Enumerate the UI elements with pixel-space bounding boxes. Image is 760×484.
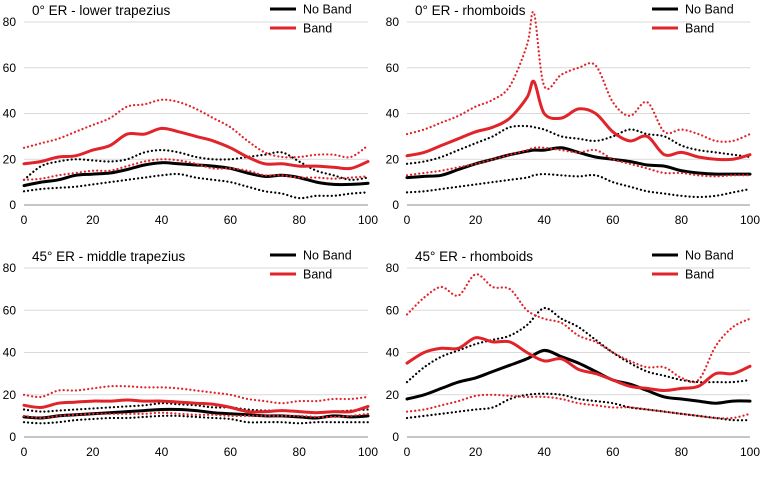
legend-label-no-band: No Band <box>303 3 352 17</box>
y-tick-label: 0 <box>392 430 399 444</box>
legend-label-no-band: No Band <box>685 3 734 17</box>
y-tick-label: 60 <box>3 303 17 317</box>
series-line-no_band-lower <box>405 173 752 199</box>
x-tick-label: 20 <box>86 445 100 459</box>
series-line-no_band-mean <box>405 348 752 405</box>
y-tick-label: 80 <box>386 261 400 275</box>
x-tick-label: 80 <box>675 213 689 227</box>
series-line-no_band-lower <box>22 414 370 425</box>
series-line-no_band-upper <box>22 402 370 414</box>
x-tick-label: 0 <box>404 445 411 459</box>
x-tick-label: 80 <box>675 445 689 459</box>
x-tick-label: 20 <box>86 213 100 227</box>
chart-panel-middle-trapezius-45: 0 20 40 60 80 0 20 40 60 80 100 45° ER - middle tra… <box>3 249 379 460</box>
legend-label-band: Band <box>685 22 714 36</box>
x-tick-label: 0 <box>21 213 28 227</box>
series-line-band-lower <box>405 393 752 420</box>
y-tick-label: 60 <box>386 61 400 75</box>
series-line-band-mean <box>22 126 370 171</box>
x-tick-label: 80 <box>293 213 307 227</box>
y-tick-label: 80 <box>3 15 17 29</box>
y-tick-label: 40 <box>386 107 400 121</box>
y-tick-label: 20 <box>3 388 17 402</box>
y-tick-label: 80 <box>386 15 400 29</box>
series-line-no_band-lower <box>405 392 752 422</box>
series-line-no_band-mean <box>22 161 370 188</box>
y-tick-label: 60 <box>3 61 17 75</box>
series-line-no_band-upper <box>405 306 752 384</box>
series-line-band-upper <box>22 384 370 405</box>
x-tick-label: 80 <box>293 445 307 459</box>
series-line-band-mean <box>405 336 752 392</box>
x-tick-label: 40 <box>538 445 552 459</box>
x-tick-label: 60 <box>606 213 620 227</box>
y-tick-label: 40 <box>3 346 17 360</box>
legend-label-no-band: No Band <box>303 249 352 263</box>
y-tick-label: 80 <box>3 261 17 275</box>
x-tick-label: 20 <box>469 213 483 227</box>
series-line-no_band-upper <box>22 149 370 181</box>
legend-label-band: Band <box>685 268 714 282</box>
x-tick-label: 100 <box>358 445 378 459</box>
chart-panel-lower-trapezius-0: 0 20 40 60 80 0 20 40 60 80 100 0° ER - lower trape… <box>3 3 379 228</box>
chart-title: 0° ER - rhomboids <box>415 3 526 18</box>
x-tick-label: 100 <box>358 213 378 227</box>
legend-label-no-band: No Band <box>685 249 734 263</box>
series-line-band-lower <box>22 158 370 181</box>
series-line-band-mean <box>405 79 752 162</box>
x-tick-label: 60 <box>224 213 238 227</box>
x-tick-label: 40 <box>155 445 169 459</box>
y-tick-label: 40 <box>3 107 17 121</box>
y-tick-label: 0 <box>9 198 16 212</box>
series-line-band-upper <box>405 10 752 143</box>
y-tick-label: 20 <box>386 388 400 402</box>
series-line-no_band-mean <box>405 146 752 180</box>
legend-label-band: Band <box>303 22 332 36</box>
chart-panel-rhomboids-0: 0 20 40 60 80 0 20 40 60 80 100 0° ER - rhomboids No… <box>386 3 760 228</box>
series-line-band-lower <box>22 411 370 420</box>
x-tick-label: 0 <box>404 213 411 227</box>
x-tick-label: 100 <box>740 445 760 459</box>
chart-panel-rhomboids-45: 0 20 40 60 80 0 20 40 60 80 100 45° ER - rhomboids N… <box>386 249 760 460</box>
chart-title: 0° ER - lower trapezius <box>32 3 170 18</box>
x-tick-label: 40 <box>538 213 552 227</box>
x-tick-label: 20 <box>469 445 483 459</box>
chart-title: 45° ER - rhomboids <box>415 249 533 264</box>
y-tick-label: 0 <box>392 198 399 212</box>
x-tick-label: 40 <box>155 213 169 227</box>
y-tick-label: 0 <box>9 430 16 444</box>
y-tick-label: 40 <box>386 346 400 360</box>
x-tick-label: 100 <box>740 213 760 227</box>
x-tick-label: 0 <box>21 445 28 459</box>
series-line-no_band-upper <box>405 124 752 165</box>
x-tick-label: 60 <box>606 445 620 459</box>
chart-title: 45° ER - middle trapezius <box>32 249 185 264</box>
legend-label-band: Band <box>303 268 332 282</box>
y-tick-label: 20 <box>386 152 400 166</box>
x-tick-label: 60 <box>224 445 238 459</box>
series-line-band-upper <box>22 98 370 159</box>
series-line-band-lower <box>405 146 752 178</box>
y-tick-label: 60 <box>386 303 400 317</box>
series-line-no_band-lower <box>22 172 370 200</box>
series-line-band-upper <box>405 273 752 384</box>
y-tick-label: 20 <box>3 152 17 166</box>
series-line-band-mean <box>22 398 370 415</box>
